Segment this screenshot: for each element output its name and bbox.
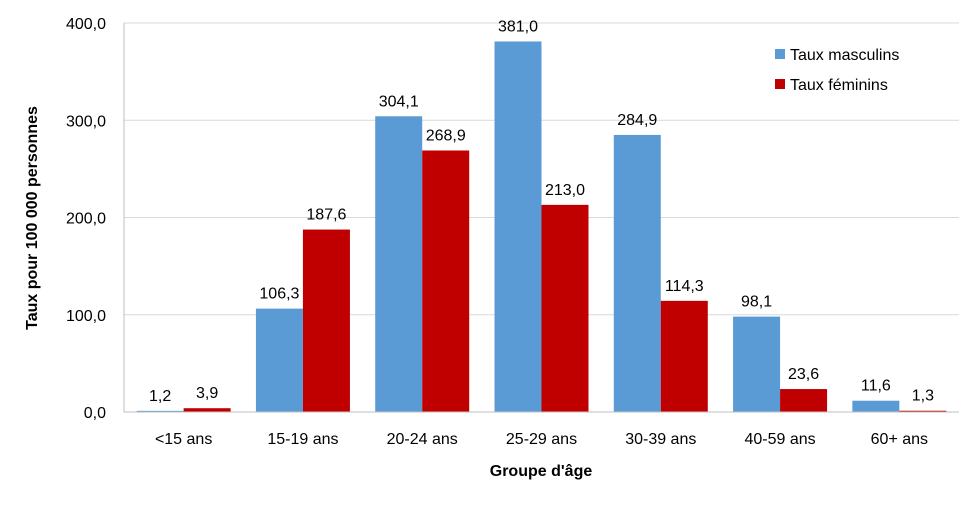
x-tick-label: 25-29 ans bbox=[506, 431, 577, 448]
data-labels: 1,2 3,9 106,3 187,6 304,1 268,9 381,0 213,0 284,… bbox=[149, 18, 934, 404]
data-label: 3,9 bbox=[196, 385, 218, 402]
data-label: 98,1 bbox=[741, 294, 772, 311]
data-label: 23,6 bbox=[788, 366, 819, 383]
x-tick-label: 60+ ans bbox=[871, 431, 928, 448]
data-label: 268,9 bbox=[426, 127, 466, 144]
bar-masculin bbox=[375, 116, 423, 412]
data-label: 11,6 bbox=[861, 378, 891, 395]
data-label: 114,3 bbox=[665, 278, 704, 295]
data-label: 304,1 bbox=[379, 93, 419, 110]
data-label: 213,0 bbox=[545, 182, 585, 199]
y-tick-label: 200,0 bbox=[66, 211, 106, 228]
x-tick-label: 15-19 ans bbox=[267, 431, 338, 448]
legend-swatch bbox=[775, 79, 785, 89]
y-axis-title: Taux pour 100 000 personnes bbox=[24, 106, 41, 330]
bar-feminin bbox=[302, 229, 350, 412]
data-label: 187,6 bbox=[306, 207, 346, 224]
legend-swatch bbox=[775, 49, 785, 59]
bar-masculin bbox=[733, 316, 781, 412]
data-label: 284,9 bbox=[617, 112, 657, 129]
data-label: 106,3 bbox=[259, 286, 299, 303]
bar-feminin bbox=[660, 300, 708, 412]
legend-label: Taux masculins bbox=[790, 47, 899, 64]
x-tick-label: <15 ans bbox=[155, 431, 212, 448]
x-tick-label: 40-59 ans bbox=[744, 431, 815, 448]
x-tick-label: 30-39 ans bbox=[625, 431, 696, 448]
y-tick-label: 400,0 bbox=[66, 16, 106, 33]
legend: Taux masculins Taux féminins bbox=[775, 47, 899, 94]
legend-label: Taux féminins bbox=[790, 77, 888, 94]
x-tick-label: 20-24 ans bbox=[387, 431, 458, 448]
y-tick-label: 100,0 bbox=[66, 308, 106, 325]
bar-feminin bbox=[899, 410, 947, 412]
y-tick-label: 0,0 bbox=[84, 405, 106, 422]
bar-feminin bbox=[183, 408, 231, 412]
bar-feminin bbox=[780, 389, 828, 412]
data-label: 1,3 bbox=[912, 388, 934, 405]
bar-masculin bbox=[494, 41, 542, 412]
bar-feminin bbox=[422, 150, 470, 412]
bar-masculin bbox=[852, 400, 900, 412]
bar-masculin bbox=[136, 410, 184, 412]
bars bbox=[136, 41, 947, 412]
bar-masculin bbox=[613, 134, 661, 412]
x-axis-title: Groupe d'âge bbox=[490, 463, 593, 480]
data-label: 1,2 bbox=[149, 388, 171, 405]
y-axis-ticks: 0,0 100,0 200,0 300,0 400,0 bbox=[66, 16, 106, 422]
data-label: 381,0 bbox=[498, 18, 538, 35]
bar-masculin bbox=[255, 308, 303, 412]
x-axis-ticks: <15 ans 15-19 ans 20-24 ans 25-29 ans 30-39 … bbox=[155, 431, 928, 448]
bar-feminin bbox=[541, 204, 589, 412]
y-tick-label: 300,0 bbox=[66, 113, 106, 130]
